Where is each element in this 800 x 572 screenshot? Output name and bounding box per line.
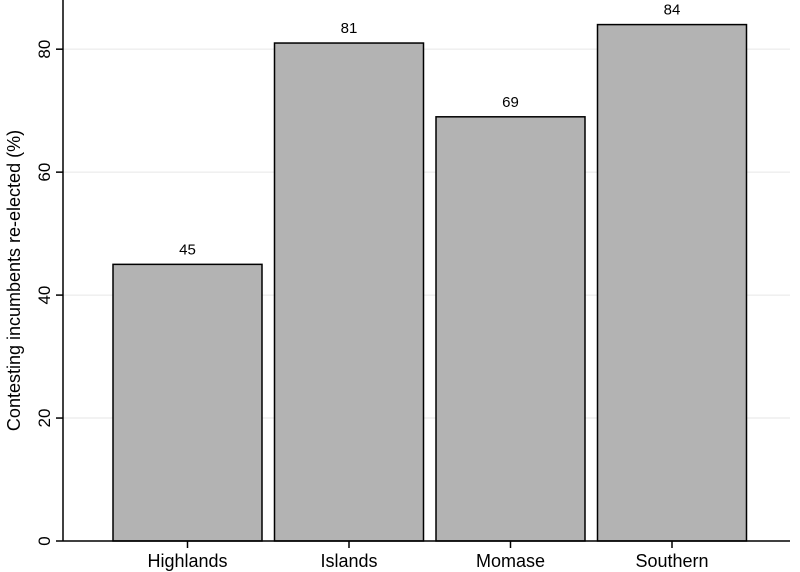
x-tick-label-momase: Momase <box>476 551 545 571</box>
bar-highlands <box>112 263 263 542</box>
data-label-islands: 81 <box>341 20 358 37</box>
y-tick-label-20: 20 <box>35 409 54 428</box>
x-tick-label-southern: Southern <box>635 551 708 571</box>
data-label-highlands: 45 <box>179 241 196 258</box>
x-ticks: Highlands Islands Momase Southern <box>147 541 709 571</box>
x-tick-label-highlands: Highlands <box>147 551 227 571</box>
y-tick-label-60: 60 <box>35 163 54 182</box>
bars <box>112 23 748 542</box>
y-tick-label-40: 40 <box>35 286 54 305</box>
bar-islands <box>273 42 425 542</box>
axes <box>62 0 790 542</box>
y-axis-title: Contesting incumbents re-elected (%) <box>4 130 24 431</box>
y-tick-label-80: 80 <box>35 40 54 59</box>
y-tick-label-0: 0 <box>35 536 54 545</box>
data-labels: 45 81 69 84 <box>179 2 680 259</box>
bar-momase <box>435 116 586 542</box>
data-label-southern: 84 <box>664 2 681 19</box>
bar-southern <box>596 23 748 542</box>
data-label-momase: 69 <box>502 94 519 111</box>
y-ticks: 0 20 40 60 80 <box>35 40 63 546</box>
x-tick-label-islands: Islands <box>320 551 377 571</box>
